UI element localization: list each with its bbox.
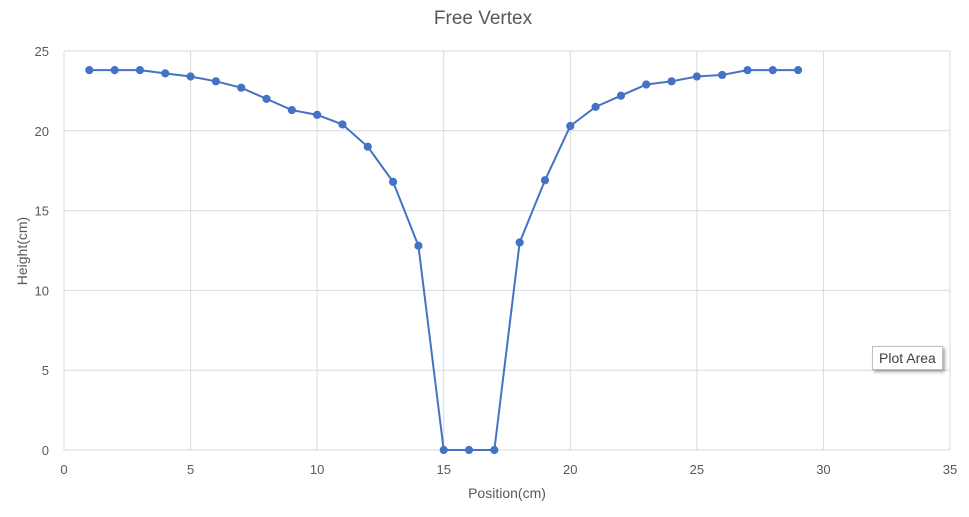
x-tick-label: 30 — [816, 462, 830, 477]
series-group[interactable] — [85, 66, 803, 455]
x-tick-label: 0 — [60, 462, 67, 477]
data-point[interactable] — [161, 69, 170, 78]
x-tick-label: 35 — [943, 462, 957, 477]
data-point[interactable] — [490, 445, 499, 455]
x-tick-label: 25 — [690, 462, 704, 477]
data-point[interactable] — [439, 445, 448, 455]
data-point[interactable] — [211, 77, 220, 86]
y-tick-label: 10 — [35, 283, 49, 298]
y-tick-label: 0 — [42, 443, 49, 458]
x-tick-label: 10 — [310, 462, 324, 477]
data-point[interactable] — [338, 120, 347, 129]
plot-area-tooltip: Plot Area — [872, 346, 943, 370]
data-point[interactable] — [768, 66, 777, 75]
y-tick-label: 25 — [35, 44, 49, 59]
x-tick-label: 5 — [187, 462, 194, 477]
data-point[interactable] — [464, 445, 474, 455]
y-axis-ticks: 0 5 10 15 20 25 — [35, 44, 49, 458]
data-point[interactable] — [313, 110, 322, 119]
data-point[interactable] — [186, 72, 195, 81]
data-point[interactable] — [616, 91, 626, 100]
data-point[interactable] — [566, 121, 575, 131]
x-axis-ticks: 0 5 10 15 20 25 30 35 — [60, 462, 957, 477]
data-point[interactable] — [591, 102, 600, 111]
chart-title: Free Vertex — [434, 8, 533, 29]
data-point[interactable] — [388, 177, 398, 186]
x-tick-label: 15 — [436, 462, 450, 477]
data-point[interactable] — [135, 66, 145, 75]
data-point[interactable] — [287, 105, 296, 115]
x-axis-label: Position(cm) — [468, 485, 546, 501]
data-point[interactable] — [718, 70, 727, 80]
data-point[interactable] — [363, 142, 372, 151]
y-tick-label: 20 — [35, 124, 49, 139]
data-point[interactable] — [692, 72, 701, 81]
data-point[interactable] — [794, 66, 803, 75]
data-point[interactable] — [414, 241, 423, 250]
data-point[interactable] — [237, 83, 246, 92]
data-point[interactable] — [667, 77, 676, 86]
data-point[interactable] — [540, 176, 550, 185]
gridlines — [63, 50, 951, 451]
x-tick-label: 20 — [563, 462, 577, 477]
y-axis-label: Height(cm) — [14, 217, 30, 285]
data-point[interactable] — [262, 94, 271, 103]
y-tick-label: 5 — [42, 363, 49, 378]
data-point[interactable] — [110, 66, 119, 75]
data-point[interactable] — [515, 238, 524, 247]
data-point[interactable] — [642, 80, 651, 89]
data-point[interactable] — [85, 66, 94, 75]
data-point[interactable] — [743, 66, 752, 75]
y-tick-label: 15 — [35, 204, 49, 219]
